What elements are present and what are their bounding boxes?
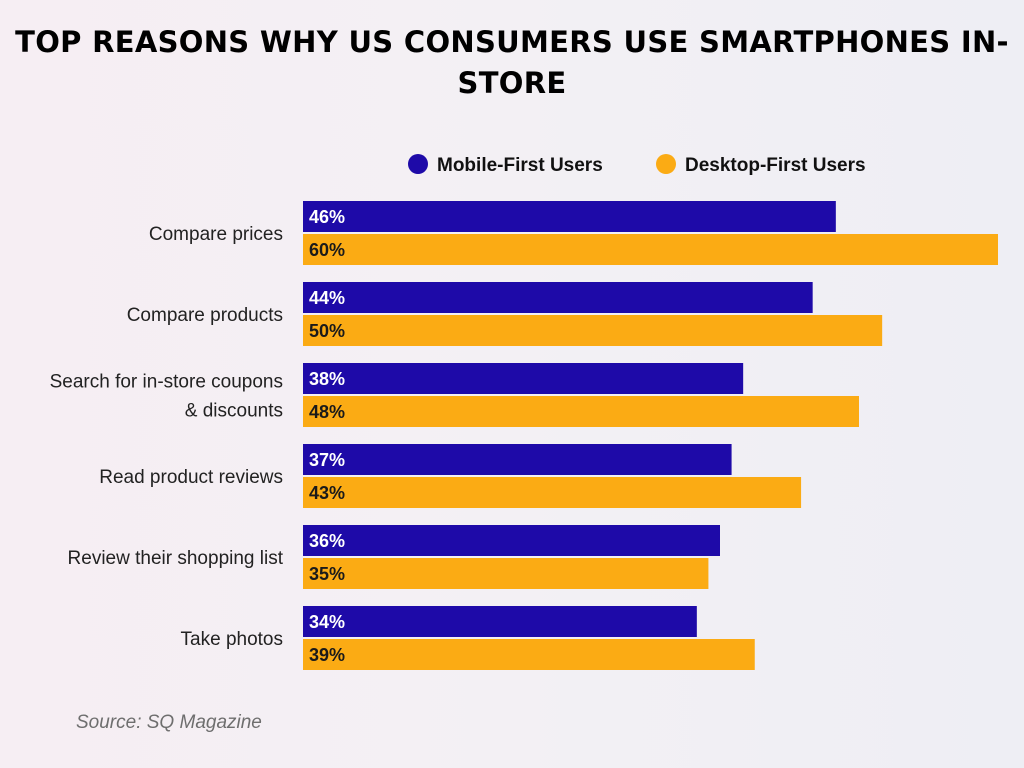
bar xyxy=(303,282,813,313)
category-label: Take photos xyxy=(181,629,283,650)
bar xyxy=(303,363,744,394)
legend-marker xyxy=(408,154,428,174)
bar xyxy=(303,477,802,508)
data-label: 43% xyxy=(309,483,345,503)
data-label: 34% xyxy=(309,612,345,632)
data-label: 46% xyxy=(309,207,345,227)
chart-title: TOP REASONS WHY US CONSUMERS USE SMARTPH… xyxy=(15,25,1009,100)
data-label: 48% xyxy=(309,402,345,422)
bar xyxy=(303,558,709,589)
bar xyxy=(303,639,755,670)
bar xyxy=(303,525,720,556)
data-label: 44% xyxy=(309,288,345,308)
bar xyxy=(303,396,859,427)
source-note: Source: SQ Magazine xyxy=(76,712,262,733)
bar xyxy=(303,315,883,346)
category-label: Review their shopping list xyxy=(68,548,284,569)
bar xyxy=(303,234,998,265)
category-label: Search for in-store coupons xyxy=(50,372,283,393)
data-label: 36% xyxy=(309,531,345,551)
legend-marker xyxy=(656,154,676,174)
data-label: 50% xyxy=(309,321,345,341)
data-label: 37% xyxy=(309,450,345,470)
legend-label: Desktop-First Users xyxy=(685,155,866,176)
category-label: Compare products xyxy=(127,305,283,326)
category-label: Compare prices xyxy=(149,224,283,245)
category-label: & discounts xyxy=(185,401,283,422)
bar xyxy=(303,201,836,232)
data-label: 38% xyxy=(309,369,345,389)
data-label: 60% xyxy=(309,240,345,260)
data-label: 35% xyxy=(309,564,345,584)
legend-label: Mobile-First Users xyxy=(437,155,603,176)
category-label: Read product reviews xyxy=(99,467,283,488)
bar xyxy=(303,606,697,637)
data-label: 39% xyxy=(309,645,345,665)
bar xyxy=(303,444,732,475)
